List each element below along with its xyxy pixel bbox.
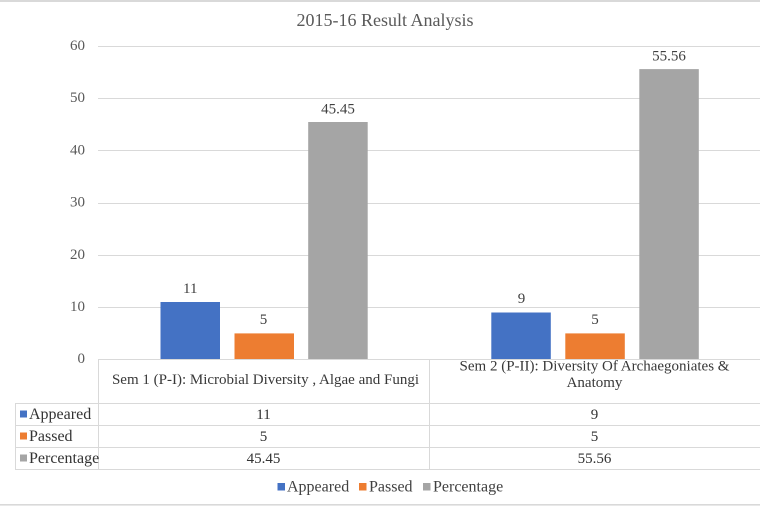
svg-text:60: 60	[70, 38, 85, 54]
svg-text:5: 5	[260, 312, 268, 328]
svg-text:Appeared: Appeared	[287, 479, 349, 496]
svg-text:Percentage: Percentage	[29, 450, 99, 467]
svg-text:11: 11	[183, 281, 197, 297]
svg-text:2015-16 Result Analysis: 2015-16 Result Analysis	[296, 10, 473, 30]
svg-text:Percentage: Percentage	[433, 479, 503, 496]
svg-text:11: 11	[256, 407, 270, 423]
svg-text:50: 50	[70, 90, 85, 106]
svg-text:Passed: Passed	[369, 479, 413, 496]
svg-text:Sem 1 (P-I): Microbial Diversi: Sem 1 (P-I): Microbial Diversity , Algae…	[112, 372, 419, 388]
svg-text:20: 20	[70, 247, 85, 263]
svg-text:55.56: 55.56	[652, 49, 686, 65]
svg-text:Anatomy: Anatomy	[567, 375, 623, 391]
svg-text:45.45: 45.45	[247, 451, 281, 467]
svg-text:5: 5	[591, 312, 599, 328]
svg-text:5: 5	[260, 429, 268, 445]
svg-text:Appeared: Appeared	[29, 406, 91, 423]
svg-text:0: 0	[78, 351, 86, 367]
svg-text:45.45: 45.45	[321, 102, 355, 118]
svg-text:Sem 2 (P-II): Diversity Of Arc: Sem 2 (P-II): Diversity Of Archaegoniate…	[460, 359, 730, 375]
svg-text:9: 9	[518, 291, 526, 307]
svg-text:40: 40	[70, 142, 85, 158]
svg-text:5: 5	[591, 429, 599, 445]
svg-text:55.56: 55.56	[578, 451, 612, 467]
svg-text:10: 10	[70, 299, 85, 315]
svg-text:Passed: Passed	[29, 428, 73, 445]
svg-text:9: 9	[591, 407, 599, 423]
svg-text:30: 30	[70, 195, 85, 211]
